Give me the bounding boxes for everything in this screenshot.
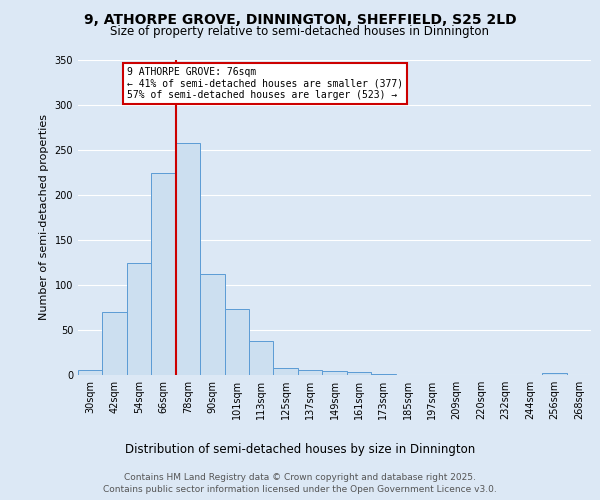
Text: 9, ATHORPE GROVE, DINNINGTON, SHEFFIELD, S25 2LD: 9, ATHORPE GROVE, DINNINGTON, SHEFFIELD,… xyxy=(83,12,517,26)
Bar xyxy=(176,143,200,375)
Text: Contains public sector information licensed under the Open Government Licence v3: Contains public sector information licen… xyxy=(103,485,497,494)
Text: 9 ATHORPE GROVE: 76sqm
← 41% of semi-detached houses are smaller (377)
57% of se: 9 ATHORPE GROVE: 76sqm ← 41% of semi-det… xyxy=(127,67,403,100)
Y-axis label: Number of semi-detached properties: Number of semi-detached properties xyxy=(39,114,49,320)
Bar xyxy=(224,310,249,375)
Bar xyxy=(347,372,371,375)
Text: Distribution of semi-detached houses by size in Dinnington: Distribution of semi-detached houses by … xyxy=(125,442,475,456)
Bar xyxy=(249,341,274,375)
Bar xyxy=(322,370,347,375)
Bar xyxy=(371,374,395,375)
Bar xyxy=(298,370,322,375)
Bar xyxy=(127,262,151,375)
Bar xyxy=(542,373,566,375)
Text: Size of property relative to semi-detached houses in Dinnington: Size of property relative to semi-detach… xyxy=(110,25,490,38)
Bar xyxy=(78,370,103,375)
Bar xyxy=(200,274,224,375)
Bar xyxy=(274,368,298,375)
Bar xyxy=(151,172,176,375)
Text: Contains HM Land Registry data © Crown copyright and database right 2025.: Contains HM Land Registry data © Crown c… xyxy=(124,472,476,482)
Bar xyxy=(103,312,127,375)
